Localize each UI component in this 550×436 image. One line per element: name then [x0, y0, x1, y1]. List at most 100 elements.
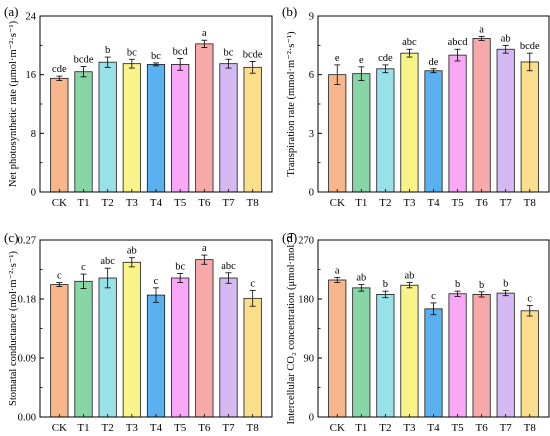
y-axis-label: Stomatal conductance (mol·m⁻²·s⁻¹) — [8, 251, 19, 407]
bar-T1 — [352, 287, 371, 418]
significance-label-T3: ab — [127, 246, 137, 257]
significance-label-CK: c — [57, 271, 62, 282]
x-tick-label-T6: T6 — [198, 422, 211, 434]
error-bar-T4 — [153, 62, 159, 67]
y-tick-label: 9 — [309, 12, 314, 23]
significance-label-CK: e — [335, 53, 340, 64]
x-tick-label-T2: T2 — [379, 197, 391, 209]
significance-label-T7: abc — [221, 261, 236, 272]
x-tick-label-T8: T8 — [524, 422, 537, 434]
significance-label-T8: bcde — [520, 41, 540, 52]
significance-label-T6: b — [479, 280, 484, 291]
bar-T3 — [122, 63, 141, 193]
bar-T5 — [448, 293, 467, 418]
significance-label-T8: c — [527, 294, 532, 305]
error-bar-CK — [56, 75, 63, 81]
y-tick-label: 90 — [304, 354, 315, 365]
error-bar-T8 — [526, 52, 533, 72]
x-tick-label-T6: T6 — [476, 197, 489, 209]
error-bar-T2 — [104, 267, 111, 289]
x-tick-label-T1: T1 — [355, 197, 367, 209]
bar-T4 — [424, 308, 443, 418]
significance-label-T8: c — [250, 278, 255, 289]
y-axis-label: Transpiration rate (mmol·m⁻²·s⁻¹) — [286, 31, 297, 177]
significance-label-T2: b — [105, 45, 110, 56]
significance-label-CK: cde — [52, 64, 67, 75]
significance-label-CK: a — [335, 265, 340, 276]
error-bar-T5 — [454, 290, 461, 297]
bar-T3 — [122, 261, 141, 418]
y-tick-label: 6 — [309, 70, 314, 81]
bar-T2 — [376, 68, 395, 193]
error-bar-T4 — [430, 302, 437, 316]
panel-label: (d) — [282, 230, 297, 245]
significance-label-T3: ab — [404, 271, 414, 282]
error-bar-T3 — [406, 282, 413, 289]
error-bar-T8 — [249, 290, 256, 307]
y-tick-label: 24 — [26, 12, 37, 23]
bar-T6 — [472, 294, 491, 418]
x-tick-label-T3: T3 — [403, 197, 416, 209]
bar-T4 — [146, 64, 166, 193]
error-bar-T1 — [358, 66, 365, 81]
x-tick-label-T2: T2 — [102, 197, 114, 209]
y-tick-label: 270 — [298, 236, 314, 247]
bar-T2 — [98, 61, 117, 193]
x-tick-label-T7: T7 — [500, 197, 513, 209]
y-tick-label: 180 — [298, 295, 314, 306]
error-bar-T6 — [478, 36, 485, 41]
significance-label-T5: bc — [175, 261, 185, 272]
bar-T8 — [243, 297, 262, 418]
bar-T7 — [496, 48, 515, 193]
significance-label-T4: de — [429, 57, 439, 68]
error-bar-T8 — [526, 305, 533, 317]
significance-label-T4: bc — [151, 51, 161, 62]
x-tick-label-T3: T3 — [403, 422, 416, 434]
bar-CK — [50, 77, 69, 193]
bar-T5 — [171, 64, 190, 193]
error-bar-T2 — [382, 290, 389, 299]
y-tick-label: 0.18 — [18, 295, 36, 306]
error-bar-T5 — [177, 273, 184, 284]
y-axis-label: Net photosynthetic rate (μmol·m⁻²·s⁻¹) — [8, 20, 19, 187]
bar-CK — [50, 284, 69, 418]
significance-label-T1: e — [359, 55, 364, 66]
x-tick-label-CK: CK — [330, 422, 345, 434]
bar-T7 — [219, 63, 238, 193]
error-bar-CK — [334, 64, 341, 85]
bar-T2 — [98, 277, 117, 418]
bar-T6 — [195, 259, 214, 418]
significance-label-T4: c — [154, 276, 159, 287]
bar-T6 — [195, 43, 214, 193]
bar-CK — [328, 74, 347, 193]
x-tick-label-T3: T3 — [126, 197, 139, 209]
bar-T3 — [400, 284, 419, 418]
x-tick-label-CK: CK — [52, 422, 67, 434]
bar-T1 — [352, 73, 371, 193]
significance-label-T6: a — [202, 243, 207, 254]
significance-label-T3: bc — [127, 47, 137, 58]
error-bar-CK — [334, 276, 341, 284]
panel-label: (a) — [4, 4, 18, 19]
x-tick-label-CK: CK — [330, 197, 345, 209]
significance-label-T5: bcd — [173, 47, 189, 58]
error-bar-T5 — [454, 48, 461, 62]
bar-T8 — [520, 61, 539, 193]
x-tick-label-T7: T7 — [222, 422, 235, 434]
bar-T6 — [472, 38, 491, 193]
error-bar-T3 — [128, 257, 135, 268]
y-tick-label: 0 — [309, 413, 314, 424]
significance-label-T1: c — [81, 262, 86, 273]
significance-label-T2: abc — [100, 256, 115, 267]
panel-a: cde CK bcde T1 b T2 bc T3 bc T4 bcd T5 a T6 bc T7 bcde T8… — [4, 4, 273, 209]
x-tick-label-T4: T4 — [150, 422, 163, 434]
y-tick-label: 16 — [26, 70, 37, 81]
significance-label-T7: bc — [224, 47, 234, 58]
x-tick-label-CK: CK — [52, 197, 67, 209]
error-bar-T7 — [502, 290, 509, 297]
error-bar-T7 — [225, 58, 232, 69]
x-tick-label-T1: T1 — [77, 422, 89, 434]
x-tick-label-T7: T7 — [222, 197, 235, 209]
error-bar-T6 — [201, 254, 208, 265]
bar-T1 — [74, 280, 93, 418]
